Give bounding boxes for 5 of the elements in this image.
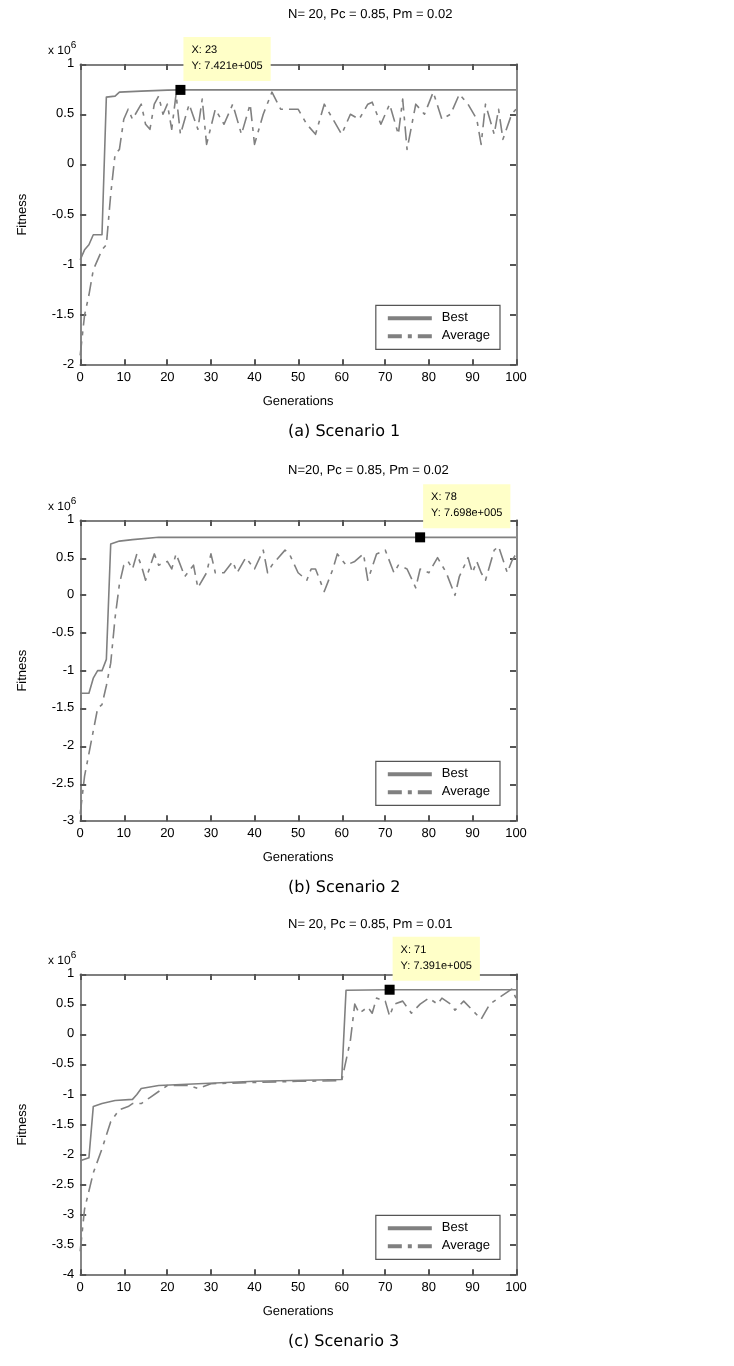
- text: (c) Scenario 3: [288, 1332, 400, 1351]
- line-series: [79, 544, 517, 814]
- text: (a) Scenario 1: [288, 422, 401, 441]
- line-series: [79, 988, 517, 1253]
- text: (b) Scenario 2: [288, 877, 401, 896]
